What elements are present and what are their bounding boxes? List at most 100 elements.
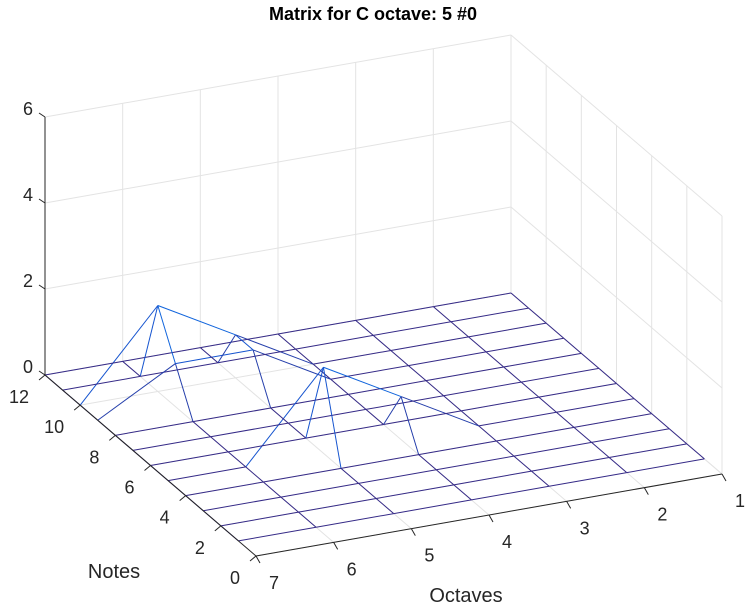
mesh-edge: [340, 454, 419, 469]
mesh-edge: [433, 306, 452, 323]
mesh-edge: [400, 396, 479, 427]
mesh-edge: [538, 383, 617, 398]
y-axis-label: Notes: [88, 561, 140, 583]
y-tick-mark: [109, 434, 116, 441]
mesh-edge: [545, 322, 565, 339]
mesh-edge: [280, 496, 299, 513]
mesh-edge: [408, 365, 427, 382]
mesh-edge: [227, 451, 247, 468]
mesh-edge: [383, 410, 462, 425]
mesh-edge: [418, 440, 497, 456]
mesh-edge: [556, 411, 575, 428]
mesh-edge: [200, 347, 219, 364]
mesh-edge: [252, 349, 272, 409]
mesh-edge: [373, 321, 452, 336]
mesh-edge: [348, 380, 427, 395]
chart-title: Matrix for C octave: 5 #0: [269, 4, 477, 24]
mesh-edge: [485, 337, 564, 353]
grid-layer: [44, 34, 723, 557]
y-tick-mark: [73, 404, 81, 411]
x-tick-mark: [643, 487, 649, 495]
mesh-edge: [322, 367, 342, 469]
mesh-edge: [616, 383, 635, 399]
mesh-edge: [538, 396, 557, 413]
mesh-edge: [298, 511, 317, 528]
mesh-edge: [323, 366, 402, 398]
mesh-edge: [443, 395, 462, 412]
mesh-edge: [390, 336, 469, 351]
mesh-edge: [192, 407, 271, 423]
mesh-edge: [358, 483, 377, 499]
mesh-edge: [220, 511, 299, 527]
mesh-edge: [390, 350, 409, 366]
mesh-edge: [277, 333, 296, 350]
mesh-edge: [573, 426, 592, 443]
x-axis-label: Octaves: [429, 585, 502, 606]
mesh-edge: [520, 381, 540, 398]
mesh-edge: [531, 470, 550, 487]
y-tick-mark: [144, 465, 151, 471]
mesh-edge: [228, 437, 306, 453]
z-tick-mark: [38, 112, 46, 118]
mesh-edge: [503, 352, 582, 368]
mesh-edge: [591, 428, 670, 443]
z-tick-label: 6: [23, 99, 33, 119]
x-tick-mark: [410, 528, 416, 536]
mesh-edge: [609, 443, 687, 458]
mesh-edge: [460, 410, 480, 427]
mesh-edge: [235, 334, 254, 351]
mesh-edge: [548, 472, 627, 487]
mesh-edge: [270, 407, 289, 424]
mesh-edge: [443, 381, 522, 397]
mesh-edge: [270, 393, 349, 409]
gridline-z-right: [510, 120, 723, 303]
mesh-edge: [651, 413, 670, 430]
mesh-edge: [340, 467, 359, 484]
mesh-edge: [450, 321, 469, 338]
y-tick-mark: [249, 555, 257, 562]
mesh-edge: [79, 305, 159, 406]
x-tick-label: 1: [735, 491, 745, 511]
mesh-edge: [528, 307, 547, 324]
x-tick-mark: [255, 555, 261, 564]
mesh-edge: [132, 436, 211, 451]
x-tick-label: 7: [269, 573, 279, 593]
z-tick-label: 2: [23, 271, 33, 291]
mesh-edge: [393, 499, 472, 515]
mesh-edge: [315, 513, 394, 528]
mesh-edge: [192, 421, 211, 438]
mesh-edge: [461, 396, 539, 412]
mesh-edge: [581, 352, 600, 369]
mesh-edge: [355, 306, 434, 321]
mesh-edge: [633, 398, 652, 415]
mesh-edge: [97, 363, 176, 421]
mesh-edge: [122, 360, 141, 377]
mesh-edge: [686, 443, 705, 460]
mesh-edge: [376, 484, 454, 499]
mesh-edge: [348, 393, 367, 410]
mesh-edge: [355, 319, 374, 336]
mesh-edge: [235, 334, 314, 365]
mesh-edge: [485, 351, 504, 368]
mesh-edge: [210, 436, 229, 453]
mesh-edge: [140, 362, 219, 377]
mesh-layer: [44, 292, 705, 542]
mesh-edge: [150, 451, 229, 466]
mesh-edge: [174, 363, 194, 422]
mesh-edge: [295, 348, 314, 365]
mesh-edge: [436, 455, 515, 471]
mesh-edge: [372, 335, 392, 351]
mesh-edge: [668, 428, 688, 445]
gridline-z-right: [510, 206, 723, 389]
mesh-edge: [598, 368, 617, 384]
mesh-edge: [280, 482, 359, 498]
mesh-edge: [175, 349, 254, 365]
z-tick-label: 0: [23, 357, 33, 377]
gridline-z-left: [44, 206, 512, 290]
mesh-edge: [453, 484, 472, 501]
mesh-edge: [433, 292, 512, 308]
y-tick-label: 12: [9, 387, 29, 407]
z-tick-mark: [38, 284, 46, 290]
